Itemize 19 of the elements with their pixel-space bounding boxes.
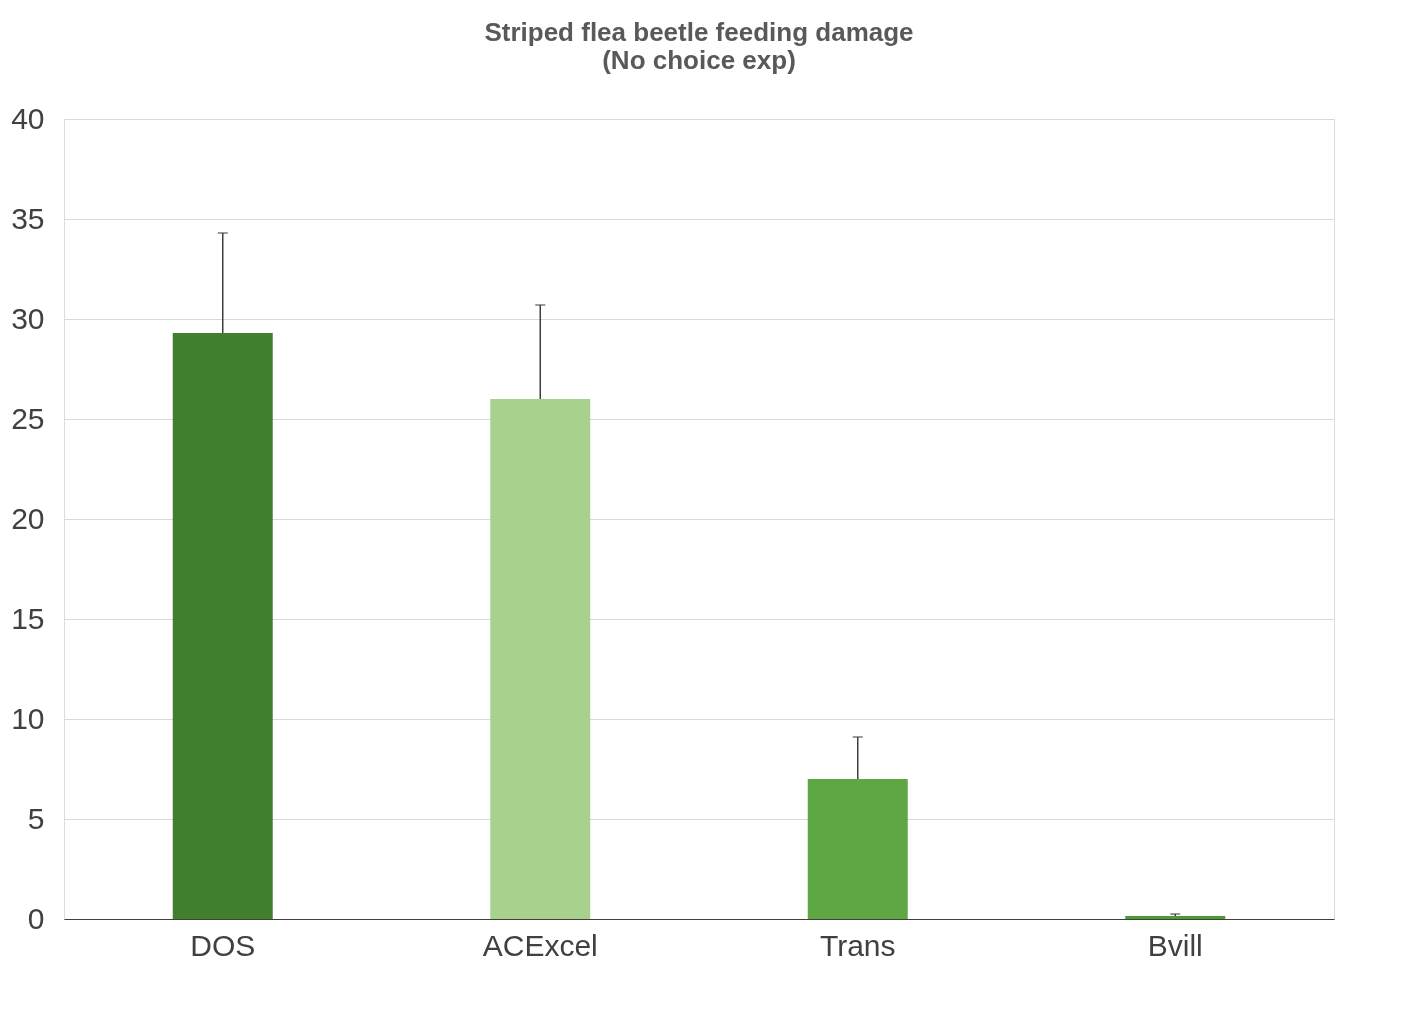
- text: (No choice exp): [602, 45, 796, 75]
- bar: [490, 399, 591, 919]
- bar: [1125, 916, 1226, 919]
- bar: [172, 333, 273, 919]
- x-tick-label: Trans: [819, 928, 896, 962]
- x-tick-label: DOS: [190, 928, 256, 962]
- y-tick-label: 25: [11, 401, 45, 435]
- x-tick-label: Bvill: [1147, 928, 1203, 962]
- y-tick-label: 40: [11, 101, 45, 135]
- y-tick-label: 15: [11, 601, 45, 635]
- x-tick-label: ACExcel: [482, 928, 598, 962]
- y-tick-label: 20: [11, 501, 45, 535]
- y-tick-label: 0: [27, 901, 45, 935]
- y-tick-label: 10: [11, 701, 45, 735]
- y-tick-label: 5: [27, 801, 45, 835]
- text: Striped flea beetle feeding damage: [484, 17, 914, 47]
- bar: [807, 779, 908, 919]
- y-tick-label: 30: [11, 301, 45, 335]
- y-tick-label: 35: [11, 201, 45, 235]
